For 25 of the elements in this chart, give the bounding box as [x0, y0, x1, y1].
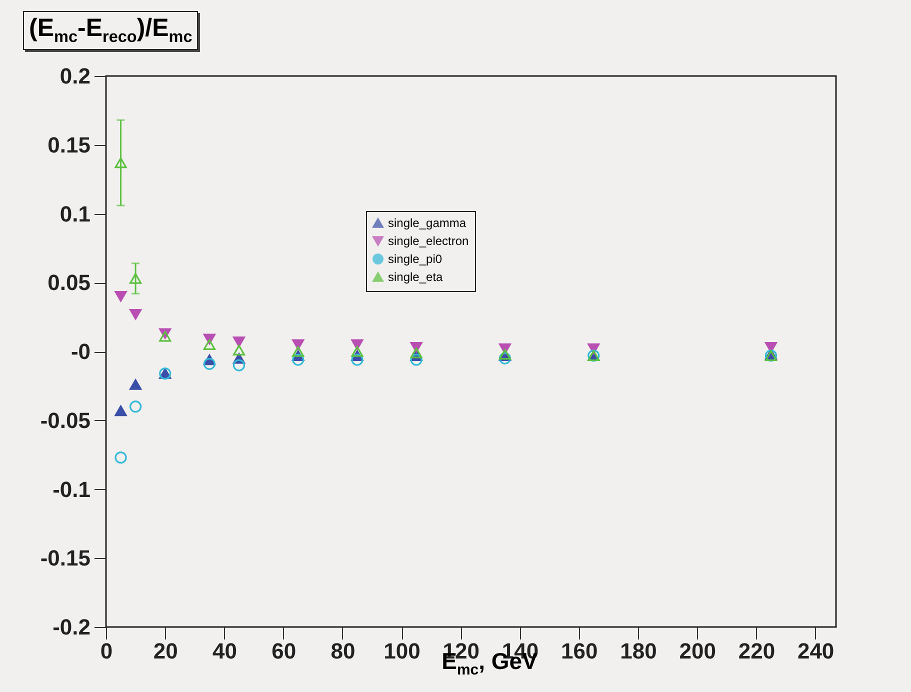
- x-tick-label: 40: [212, 638, 237, 664]
- x-tick-label: 100: [384, 638, 420, 664]
- legend-label: single_pi0: [388, 252, 442, 266]
- y-tick-label: -0.1: [52, 476, 90, 502]
- y-tick-label: -0: [70, 339, 90, 364]
- x-tick-label: 220: [738, 638, 776, 664]
- y-axis-title: (E$_{mc}$-E$_{reco}$)/E$_{mc}$: [23, 11, 198, 50]
- y-tick-label: -0.05: [40, 408, 90, 433]
- legend-label: single_electron: [388, 234, 469, 248]
- y-tick-label: 0.15: [48, 132, 90, 158]
- x-tick-label: 80: [330, 638, 356, 664]
- y-tick-label: 0.05: [48, 270, 90, 296]
- x-tick-label: 180: [620, 638, 657, 664]
- legend-label: single_gamma: [388, 216, 466, 230]
- x-tick-label: 240: [797, 638, 834, 664]
- x-tick-label: 160: [561, 638, 598, 664]
- x-tick-label: 60: [272, 638, 296, 664]
- x-tick-label: 20: [153, 638, 178, 664]
- y-tick-label: 0.2: [60, 64, 90, 88]
- x-tick-label: 200: [679, 638, 716, 664]
- x-tick-label: 0: [100, 638, 113, 664]
- y-tick-label: 0.1: [60, 201, 90, 226]
- y-tick-label: -0.2: [52, 614, 90, 640]
- legend-label: single_eta: [388, 270, 444, 284]
- y-tick-label: -0.15: [40, 546, 90, 571]
